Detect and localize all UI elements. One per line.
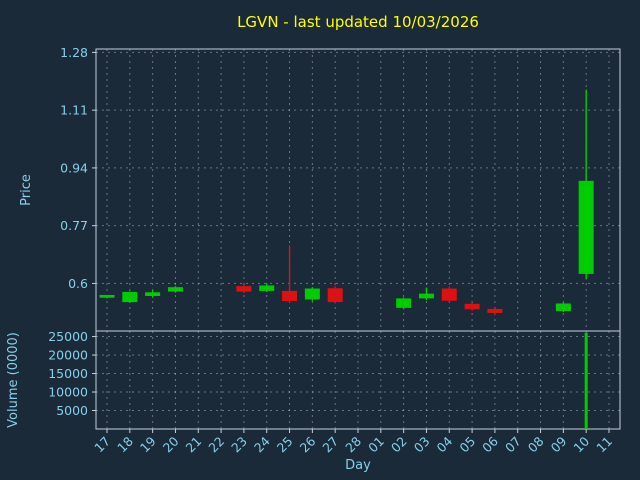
x-tick-label: 03 bbox=[411, 434, 433, 456]
volume-tick-label: 20000 bbox=[48, 348, 88, 363]
price-tick-label: 0.6 bbox=[68, 276, 88, 291]
x-tick-label: 07 bbox=[502, 434, 524, 456]
x-tick-label: 08 bbox=[525, 433, 547, 455]
price-tick-label: 1.28 bbox=[60, 45, 88, 60]
candle-body bbox=[122, 291, 138, 303]
candle-body bbox=[304, 288, 320, 300]
volume-bar bbox=[584, 332, 588, 429]
candle-body bbox=[259, 285, 275, 291]
x-tick-label: 05 bbox=[456, 434, 478, 456]
candle-body bbox=[99, 294, 115, 298]
plot-area: 1.28 1.11 0.94 0.77 0.6 25000 20000 15000 10000 5… bbox=[48, 45, 621, 456]
x-tick-label: 04 bbox=[434, 433, 456, 455]
volume-tick-label: 25000 bbox=[48, 329, 88, 344]
candle-body bbox=[464, 303, 480, 310]
candle-body bbox=[555, 303, 571, 311]
x-tick-label: 20 bbox=[160, 433, 182, 455]
candle-body bbox=[578, 180, 594, 274]
x-tick-label: 10 bbox=[570, 433, 592, 455]
x-tick-label: 02 bbox=[388, 434, 410, 456]
x-tick-label: 27 bbox=[319, 434, 341, 456]
chart-title: LGVN - last updated 10/03/2026 bbox=[237, 13, 479, 31]
x-tick-label: 19 bbox=[137, 433, 159, 455]
candle-body bbox=[282, 290, 298, 302]
x-tick-label: 24 bbox=[251, 433, 273, 455]
price-axis-label: Price bbox=[19, 174, 34, 206]
candle-body bbox=[487, 308, 503, 313]
x-tick-label: 09 bbox=[548, 433, 570, 455]
price-tick-label: 0.94 bbox=[60, 160, 88, 175]
volume-tick-label: 15000 bbox=[48, 366, 88, 381]
candle-body bbox=[441, 288, 457, 301]
price-tick-label: 0.77 bbox=[60, 218, 88, 233]
x-tick-label: 22 bbox=[205, 434, 227, 456]
candle-body bbox=[418, 293, 434, 299]
candle-body bbox=[145, 292, 161, 297]
x-axis-label: Day bbox=[345, 458, 371, 473]
candle-body bbox=[236, 286, 252, 292]
volume-tick-label: 10000 bbox=[48, 385, 88, 400]
x-tick-label: 06 bbox=[479, 433, 501, 455]
x-tick-label: 21 bbox=[183, 434, 205, 456]
x-tick-label: 01 bbox=[365, 434, 387, 456]
x-tick-label: 26 bbox=[297, 433, 319, 455]
x-tick-label: 28 bbox=[342, 433, 364, 455]
price-tick-label: 1.11 bbox=[60, 103, 88, 118]
volume-axis-label: Volume (0000) bbox=[6, 332, 21, 428]
x-tick-label: 25 bbox=[274, 434, 296, 456]
x-tick-label: 23 bbox=[228, 434, 250, 456]
x-tick-label: 11 bbox=[593, 434, 615, 456]
candle-body bbox=[396, 298, 412, 308]
x-tick-label: 17 bbox=[91, 434, 113, 456]
candle-body bbox=[327, 288, 343, 303]
volume-tick-label: 5000 bbox=[56, 403, 88, 418]
volume-plot-frame bbox=[95, 330, 621, 430]
x-tick-label: 18 bbox=[114, 433, 136, 455]
candle-body bbox=[167, 287, 183, 292]
